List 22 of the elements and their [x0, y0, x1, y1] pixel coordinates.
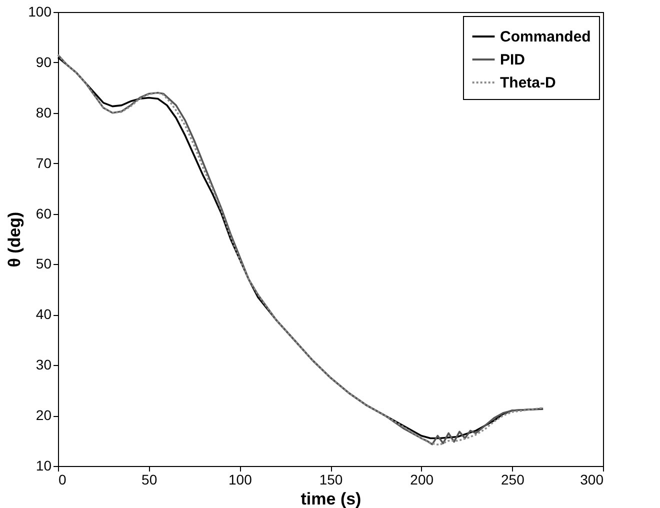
- x-axis-title: time (s): [300, 490, 362, 508]
- y-tick-label: 50: [36, 256, 52, 272]
- x-tick-label: 100: [228, 472, 252, 488]
- y-tick-label: 20: [36, 407, 52, 424]
- y-tick-label: 30: [36, 356, 52, 373]
- y-tick-label: 40: [36, 306, 52, 322]
- x-tick-label: 300: [580, 472, 604, 488]
- y-tick-label: 10: [36, 458, 52, 474]
- legend-label: Commanded: [500, 28, 591, 46]
- y-tick-label: 70: [36, 154, 52, 171]
- y-axis-title: θ (deg): [5, 212, 24, 268]
- legend-label: Theta-D: [500, 74, 556, 92]
- x-tick-label: 50: [142, 472, 158, 488]
- y-tick-label: 60: [36, 205, 52, 222]
- y-tick-label: 90: [36, 54, 52, 70]
- y-tick-label: 100: [28, 4, 52, 20]
- legend-label: PID: [500, 52, 526, 68]
- x-tick-label: 150: [319, 472, 343, 488]
- x-tick-label: 250: [500, 472, 525, 488]
- y-tick-label: 80: [36, 104, 52, 120]
- x-tick-label: 200: [410, 472, 434, 488]
- x-tick-label: 0: [58, 472, 66, 488]
